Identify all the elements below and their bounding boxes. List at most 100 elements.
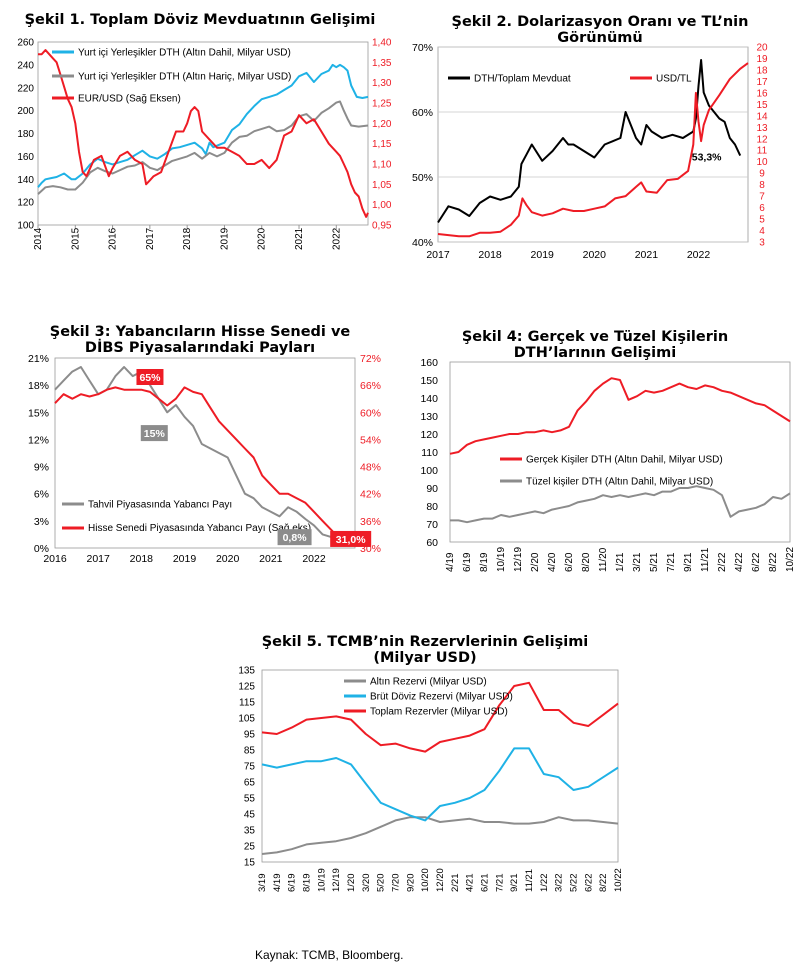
x-tick-label: 2022 <box>331 227 342 250</box>
plot-frame <box>261 669 619 863</box>
y2-tick-label: 1,10 <box>372 160 392 171</box>
x-tick-label: 9/21 <box>683 552 694 572</box>
series-line-gross-fx-reserve <box>261 747 619 822</box>
y-tick-label: 40% <box>412 237 433 249</box>
x-tick-label: 11/21 <box>700 547 711 572</box>
legend-label: Yurt içi Yerleşikler DTH (Altın Dahil, M… <box>78 48 291 59</box>
legend-label: Tahvil Piyasasında Yabancı Payı <box>88 500 232 511</box>
x-tick-label: 2019 <box>219 227 230 250</box>
annotation-label: 15% <box>144 428 166 440</box>
annotation-label: 0,8% <box>283 532 308 544</box>
y-tick-label: 15% <box>28 407 49 419</box>
legend-label: Toplam Rezervler (Milyar USD) <box>370 707 508 718</box>
chart-4: 60 70 80 90 100 110 120 130 140 150 160 4/19 6/19 8/1… <box>420 357 796 572</box>
y2-tick-label: 36% <box>360 516 381 528</box>
y-tick-label: 70 <box>426 519 438 531</box>
y2-tick-label: 1,40 <box>372 38 392 49</box>
y2-tick-label: 48% <box>360 462 381 474</box>
x-tick-label: 10/19 <box>496 547 507 572</box>
y2-tick-label: 12 <box>756 134 768 145</box>
x-tick-label: 3/20 <box>361 874 372 893</box>
y-tick-label: 12% <box>28 434 49 446</box>
y-tick-label: 120 <box>17 198 34 209</box>
x-tick-label: 5/20 <box>376 874 387 893</box>
x-tick-label: 2017 <box>86 553 110 565</box>
y2-tick-label: 3 <box>759 238 765 249</box>
x-tick-label: 4/22 <box>734 552 745 572</box>
y2-tick-label: 1,05 <box>372 180 392 191</box>
y2-tick-label: 18 <box>756 65 768 76</box>
y-tick-label: 260 <box>17 38 34 49</box>
chart-title: Şekil 2. Dolarizasyon Oranı ve TL’nin Gö… <box>451 14 749 46</box>
chart-5-panel: Şekil 5. TCMB’nin Rezervlerinin Gelişimi… <box>220 632 630 907</box>
y-tick-label: 70% <box>412 42 433 54</box>
annotation-label: 53,3% <box>692 152 722 164</box>
y2-tick-label: 9 <box>759 169 765 180</box>
y2-tick-label: 20 <box>756 43 768 54</box>
x-tick-label: 8/19 <box>479 552 490 572</box>
y-tick-label: 140 <box>420 393 438 405</box>
y-tick-label: 180 <box>17 129 34 140</box>
y2-tick-label: 72% <box>360 353 381 365</box>
x-tick-label: 2016 <box>108 227 119 250</box>
y2-tick-label: 10 <box>756 157 768 168</box>
y2-tick-label: 42% <box>360 489 381 501</box>
x-tick-label: 2017 <box>426 249 450 261</box>
chart-4-panel: Şekil 4: Gerçek ve Tüzel Kişilerin DTH’l… <box>400 325 797 585</box>
y-tick-label: 105 <box>238 714 255 725</box>
chart-3: 0%3%6%9%12%15%18%21%30%36%42%48%54%60%66… <box>28 353 381 565</box>
y2-tick-label: 1,00 <box>372 200 392 211</box>
y-tick-label: 21% <box>28 353 49 365</box>
x-tick-label: 1/22 <box>539 874 550 893</box>
x-tick-label: 6/19 <box>462 552 473 572</box>
x-tick-label: 4/19 <box>445 552 456 572</box>
y-tick-label: 160 <box>17 152 34 163</box>
x-tick-label: 12/20 <box>435 868 446 892</box>
series-line-dth-ex-gold <box>37 100 369 195</box>
x-tick-label: 4/19 <box>272 874 283 893</box>
y2-tick-label: 8 <box>759 180 765 191</box>
y-tick-label: 18% <box>28 380 49 392</box>
y-tick-label: 240 <box>17 60 34 71</box>
annotation-box <box>330 530 372 547</box>
x-tick-label: 7/21 <box>666 552 677 572</box>
annotation-box <box>136 369 164 385</box>
y2-tick-label: 1,15 <box>372 139 392 150</box>
x-tick-label: 2017 <box>145 227 156 250</box>
y2-tick-label: 60% <box>360 407 381 419</box>
y-tick-label: 200 <box>17 106 34 117</box>
legend-label: USD/TL <box>656 74 692 85</box>
y-tick-label: 85 <box>244 746 256 757</box>
x-tick-label: 2/21 <box>450 874 461 893</box>
x-tick-label: 10/19 <box>316 868 327 892</box>
x-tick-label: 8/22 <box>598 874 609 893</box>
x-tick-label: 2018 <box>478 249 502 261</box>
legend-label: Hisse Senedi Piyasasında Yabancı Payı (S… <box>88 523 311 534</box>
y2-tick-label: 15 <box>756 100 768 111</box>
chart-title: Şekil 3: Yabancıların Hisse Senedi ve Dİ… <box>49 324 351 356</box>
x-tick-label: 9/21 <box>509 874 520 893</box>
legend-label: Altın Rezervi (Milyar USD) <box>370 677 487 688</box>
x-tick-label: 2/20 <box>530 552 541 572</box>
x-tick-label: 8/19 <box>302 874 313 893</box>
x-tick-label: 2016 <box>43 553 67 565</box>
x-tick-label: 4/20 <box>547 552 558 572</box>
series-line-dollarization <box>437 59 742 224</box>
x-tick-label: 2020 <box>216 553 240 565</box>
y2-tick-label: 6 <box>759 203 765 214</box>
legend-label: EUR/USD (Sağ Eksen) <box>78 94 181 105</box>
y-tick-label: 0% <box>34 543 49 555</box>
x-tick-label: 11/21 <box>524 869 535 892</box>
y-tick-label: 9% <box>34 462 49 474</box>
y-tick-label: 15 <box>244 858 256 869</box>
x-tick-label: 2020 <box>583 249 607 261</box>
y-tick-label: 55 <box>244 794 256 805</box>
y2-tick-label: 19 <box>756 54 768 65</box>
y-tick-label: 50% <box>412 172 433 184</box>
chart-1-panel: Şekil 1. Toplam Döviz Mevduatının Gelişi… <box>0 0 400 270</box>
annotation-box <box>277 529 312 546</box>
annotation-label: 31,0% <box>336 534 366 546</box>
x-tick-label: 7/21 <box>494 874 505 893</box>
chart-title: Şekil 5. TCMB’nin Rezervlerinin Gelişimi… <box>261 634 589 666</box>
legend-label: DTH/Toplam Mevduat <box>474 74 571 85</box>
